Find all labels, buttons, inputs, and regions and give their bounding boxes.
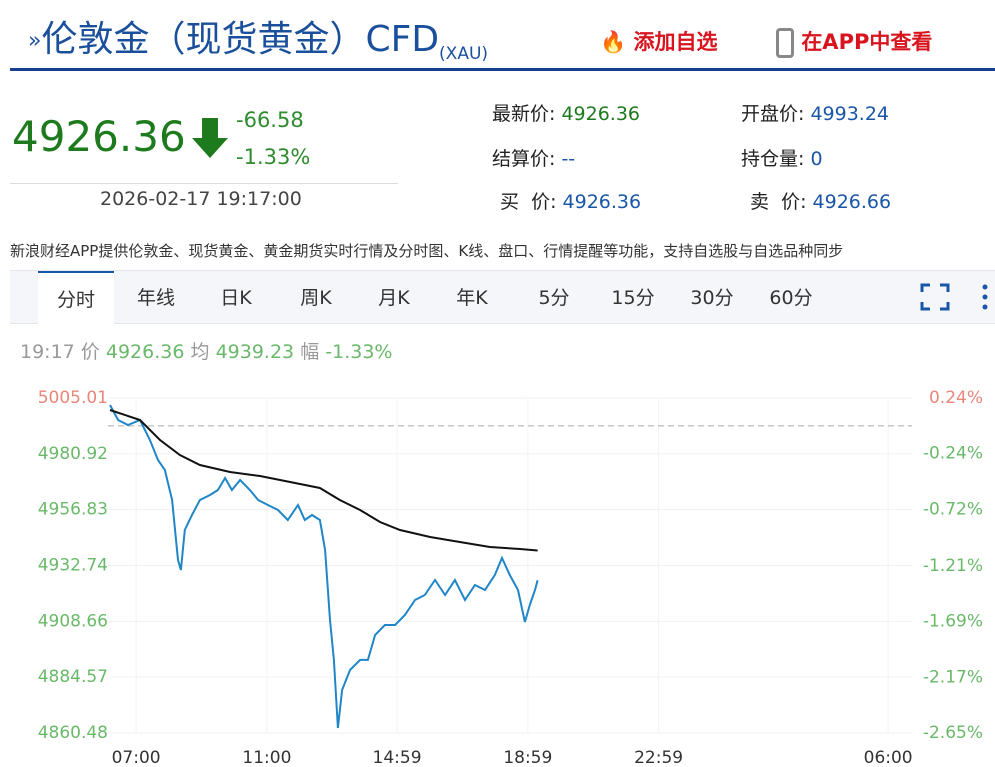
tab[interactable]: 周K (300, 287, 332, 309)
price: 4926.36 (12, 112, 186, 161)
info-value: 4926.66 (812, 191, 892, 213)
y2-tick-label: -1.69% (923, 612, 983, 632)
down-arrow (192, 118, 228, 158)
tab[interactable]: 分时 (38, 271, 114, 324)
status-line: 19:17 价 4926.36 均 4939.23 幅 -1.33% (20, 337, 392, 364)
info-label: 最新价: (492, 103, 556, 125)
add-watch-text[interactable]: 添加自选 (633, 30, 718, 54)
header-rule (10, 68, 995, 71)
status-price: 4926.36 (105, 341, 185, 363)
status-label: 价 (80, 341, 100, 363)
title-icon: » (28, 28, 42, 54)
tab[interactable]: 年K (456, 287, 488, 309)
info: 持仓量: 0 (741, 144, 823, 171)
view-app-text[interactable]: 在APP中查看 (801, 30, 933, 54)
fullscreen-button[interactable] (920, 283, 950, 311)
tab[interactable]: 月K (378, 287, 410, 309)
y-tick-label: 4980.92 (38, 444, 108, 464)
y-tick-label: 4860.48 (38, 723, 108, 743)
quote-time: 2026-02-17 19:17:00 (100, 188, 302, 210)
x-tick-label: 11:00 (242, 748, 291, 767)
info: 卖 价: 4926.66 (750, 187, 891, 214)
x-tick-label: 22:59 (634, 748, 683, 767)
y2-tick-label: -2.65% (923, 723, 983, 743)
y-tick-label: 5005.01 (38, 388, 108, 408)
info: 开盘价: 4993.24 (741, 99, 889, 126)
y-tick-label: 4884.57 (38, 667, 108, 687)
status-label: 均 (190, 341, 210, 363)
info: 买 价: 4926.36 (500, 187, 641, 214)
info-value: -- (561, 148, 576, 170)
symbol: (XAU) (439, 44, 489, 65)
info-value: 4926.36 (562, 191, 642, 213)
y2-tick-label: -1.21% (923, 556, 983, 576)
info: 结算价: -- (492, 144, 575, 171)
series-line (109, 409, 538, 552)
info-label: 持仓量: (741, 148, 805, 170)
change-pct: -1.33% (236, 145, 311, 169)
y2-tick-label: 0.24% (929, 388, 983, 408)
info-label: 卖 价: (750, 191, 807, 213)
status-label: 幅 (300, 341, 320, 363)
banner: 新浪财经APP提供伦敦金、现货黄金、黄金期货实时行情及分时图、K线、盘口、行情提… (10, 242, 844, 260)
series-line (109, 404, 539, 729)
info-value: 4993.24 (810, 103, 890, 125)
view-app[interactable]: 在APP中查看 (776, 26, 932, 58)
info-label: 结算价: (492, 148, 556, 170)
tab[interactable]: 60分 (769, 287, 813, 309)
status-avg: 4939.23 (215, 341, 295, 363)
add-watch[interactable]: 🔥 添加自选 (600, 30, 718, 54)
more-button[interactable] (980, 283, 990, 311)
y-tick-label: 4908.66 (38, 611, 108, 631)
quote-rule (10, 183, 398, 184)
status-pct: -1.33% (325, 341, 393, 363)
y-tick-label: 4932.74 (38, 556, 108, 576)
y-tick-label: 4956.83 (38, 500, 108, 520)
tab[interactable]: 日K (220, 287, 252, 309)
info: 最新价: 4926.36 (492, 99, 640, 126)
tab[interactable]: 30分 (690, 287, 734, 309)
status-time: 19:17 (20, 341, 75, 363)
tab[interactable]: 15分 (611, 287, 655, 309)
page-title: »伦敦金（现货黄金）CFD(XAU) (28, 10, 488, 64)
x-tick-label: 14:59 (373, 748, 422, 767)
info-label: 买 价: (500, 191, 557, 213)
info-value: 0 (810, 148, 823, 170)
y2-tick-label: -0.72% (923, 499, 983, 519)
title-text: 伦敦金（现货黄金）CFD (41, 19, 440, 60)
info-label: 开盘价: (741, 103, 805, 125)
tab-bar: 分时 年线 日K 周K 月K 年K 5分 15分 30分 60分 (10, 270, 995, 324)
y2-tick-label: -0.24% (923, 444, 983, 464)
x-tick-label: 07:00 (112, 748, 161, 767)
tab[interactable]: 5分 (538, 287, 570, 309)
y2-tick-label: -2.17% (923, 667, 983, 687)
tab[interactable]: 年线 (136, 287, 175, 309)
change: -66.58 (236, 108, 304, 132)
x-tick-label: 06:00 (864, 748, 913, 767)
x-tick-label: 18:59 (503, 748, 552, 767)
info-value: 4926.36 (561, 103, 641, 125)
